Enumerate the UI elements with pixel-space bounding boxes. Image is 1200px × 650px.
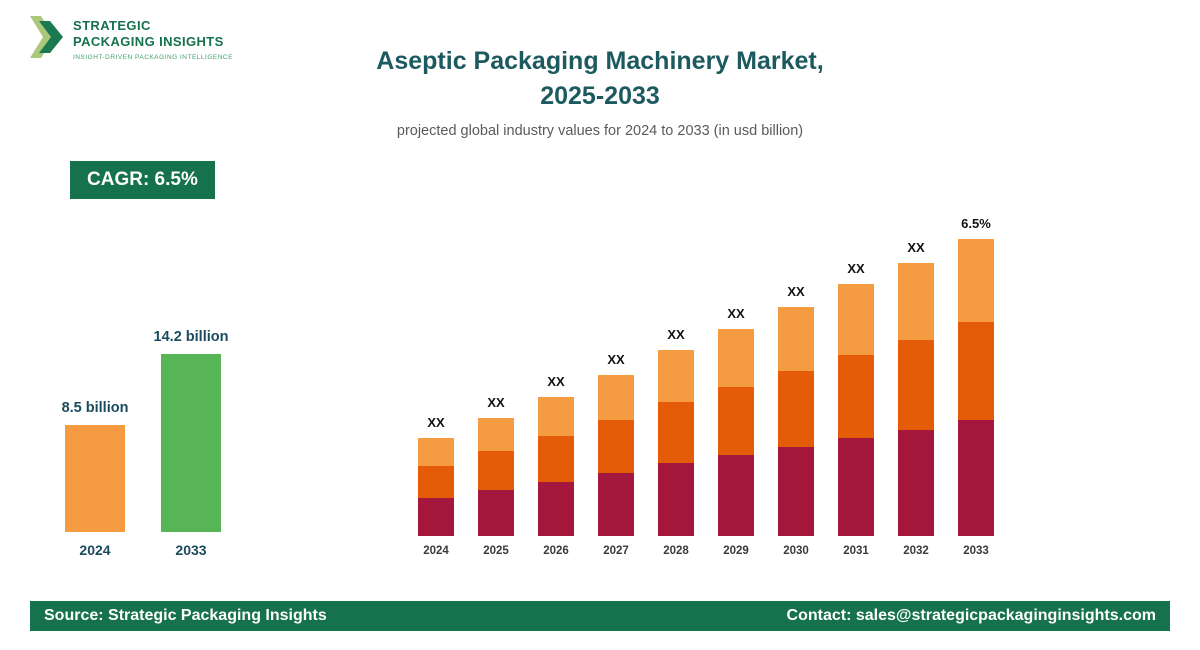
mini-bar-column: 8.5 billion 2024 bbox=[61, 318, 129, 560]
bar-segment-bottom bbox=[478, 490, 514, 536]
stacked-bar-column: 6.5% 2033 bbox=[958, 200, 994, 557]
footer-source: Source: Strategic Packaging Insights bbox=[44, 607, 327, 624]
bar-value-label: 6.5% bbox=[961, 216, 991, 231]
bar-segment-bottom bbox=[538, 482, 574, 536]
bar-stack: XX bbox=[418, 200, 454, 536]
bar-segment-bottom bbox=[718, 455, 754, 536]
bar bbox=[65, 425, 125, 532]
bar-value-label: 14.2 billion bbox=[153, 329, 229, 345]
bar-segment-middle bbox=[418, 466, 454, 498]
bar-stack: XX bbox=[778, 200, 814, 536]
bar-segment-middle bbox=[718, 387, 754, 455]
bar-segment-bottom bbox=[778, 447, 814, 536]
bar-segment-top bbox=[658, 350, 694, 402]
bar-value-label: XX bbox=[547, 374, 565, 389]
stacked-bar-column: XX 2029 bbox=[718, 200, 754, 557]
bar-segment-middle bbox=[778, 371, 814, 447]
bar-segment-middle bbox=[958, 322, 994, 420]
bar-value-label: XX bbox=[607, 352, 625, 367]
stacked-bar-column: XX 2027 bbox=[598, 200, 634, 557]
logo: STRATEGIC PACKAGING INSIGHTS INSIGHT-DRI… bbox=[30, 14, 233, 65]
bar-segment-middle bbox=[658, 402, 694, 463]
bar-segment-middle bbox=[598, 420, 634, 473]
header: Aseptic Packaging Machinery Market, 2025… bbox=[0, 44, 1200, 139]
axis-label: 2029 bbox=[723, 545, 749, 557]
bar-segment-top bbox=[478, 418, 514, 451]
bar-segment-middle bbox=[478, 451, 514, 490]
bar-segment-top bbox=[598, 375, 634, 420]
bar-segment-bottom bbox=[418, 498, 454, 536]
bar-value-label: XX bbox=[667, 327, 685, 342]
bar-segment-bottom bbox=[658, 463, 694, 536]
stacked-bar-column: XX 2028 bbox=[658, 200, 694, 557]
bar-stack: XX bbox=[838, 200, 874, 536]
axis-label: 2030 bbox=[783, 545, 809, 557]
stacked-bar-column: XX 2032 bbox=[898, 200, 934, 557]
bar-segment-middle bbox=[898, 340, 934, 430]
bar-stack: XX bbox=[658, 200, 694, 536]
bar-segment-top bbox=[898, 263, 934, 340]
axis-label: 2024 bbox=[423, 545, 449, 557]
mini-bar-column: 14.2 billion 2033 bbox=[154, 318, 229, 560]
page-title: Aseptic Packaging Machinery Market, 2025… bbox=[0, 44, 1200, 114]
logo-tagline: INSIGHT-DRIVEN PACKAGING INTELLIGENCE bbox=[73, 54, 233, 62]
logo-line1: STRATEGIC bbox=[73, 17, 151, 33]
page-title-line2: 2025-2033 bbox=[540, 82, 660, 110]
bar bbox=[161, 354, 221, 532]
bar-value-label: XX bbox=[787, 284, 805, 299]
bar-segment-top bbox=[718, 329, 754, 387]
bar-segment-top bbox=[838, 284, 874, 355]
bar-value-label: XX bbox=[487, 395, 505, 410]
bar-stack: XX bbox=[598, 200, 634, 536]
axis-label: 2028 bbox=[663, 545, 689, 557]
bar-segment-bottom bbox=[838, 438, 874, 536]
bar-stack: XX bbox=[538, 200, 574, 536]
axis-label: 2032 bbox=[903, 545, 929, 557]
axis-label: 2033 bbox=[963, 545, 989, 557]
bar-segment-middle bbox=[538, 436, 574, 482]
stacked-bar-column: XX 2024 bbox=[418, 200, 454, 557]
cagr-badge: CAGR: 6.5% bbox=[70, 161, 215, 199]
footer-contact: Contact: sales@strategicpackaginginsight… bbox=[786, 607, 1156, 624]
page-subtitle: projected global industry values for 202… bbox=[396, 123, 804, 139]
axis-label: 2025 bbox=[483, 545, 509, 557]
bar-stack: XX bbox=[478, 200, 514, 536]
axis-label: 2027 bbox=[603, 545, 629, 557]
mini-chart: 8.5 billion 2024 14.2 billion 2033 bbox=[61, 318, 229, 560]
logo-line2: PACKAGING INSIGHTS bbox=[73, 34, 224, 49]
bar-segment-bottom bbox=[598, 473, 634, 536]
bar-value-label: XX bbox=[907, 240, 925, 255]
stacked-bar-column: XX 2026 bbox=[538, 200, 574, 557]
bar-segment-top bbox=[418, 438, 454, 466]
bar-segment-middle bbox=[838, 355, 874, 438]
footer-bar: Source: Strategic Packaging Insights Con… bbox=[30, 601, 1170, 631]
logo-chevron-icon bbox=[30, 14, 64, 65]
axis-label: 2024 bbox=[79, 542, 111, 558]
bar-segment-top bbox=[778, 307, 814, 371]
bar-segment-bottom bbox=[898, 430, 934, 536]
axis-label: 2026 bbox=[543, 545, 569, 557]
stacked-bar-column: XX 2025 bbox=[478, 200, 514, 557]
bar-value-label: 8.5 billion bbox=[61, 400, 129, 416]
stacked-bar-column: XX 2031 bbox=[838, 200, 874, 557]
bar-value-label: XX bbox=[427, 415, 445, 430]
bar-segment-bottom bbox=[958, 420, 994, 536]
bar-segment-top bbox=[538, 397, 574, 436]
stacked-bar-column: XX 2030 bbox=[778, 200, 814, 557]
bar-stack: 6.5% bbox=[958, 200, 994, 536]
page-title-line1: Aseptic Packaging Machinery Market, bbox=[376, 47, 824, 75]
bar-stack: XX bbox=[898, 200, 934, 536]
stacked-chart: XX 2024 XX 2025 XX 2026 XX 2027 XX 2028 XX 2029 XX 20… bbox=[418, 200, 994, 557]
axis-label: 2031 bbox=[843, 545, 869, 557]
bar-value-label: XX bbox=[727, 306, 745, 321]
bar-value-label: XX bbox=[847, 261, 865, 276]
bar-segment-top bbox=[958, 239, 994, 322]
bar-stack: XX bbox=[718, 200, 754, 536]
axis-label: 2033 bbox=[175, 542, 207, 558]
